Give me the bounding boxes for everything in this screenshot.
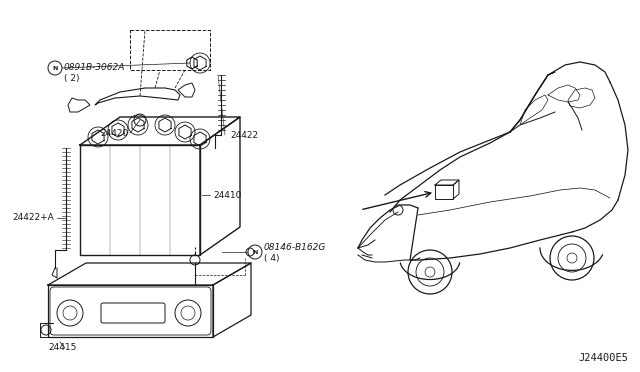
Polygon shape xyxy=(95,88,180,105)
Text: 0891B-3062A: 0891B-3062A xyxy=(64,64,125,73)
Polygon shape xyxy=(178,83,195,97)
Polygon shape xyxy=(68,98,90,112)
Text: N: N xyxy=(252,250,258,254)
Bar xyxy=(80,145,200,255)
Text: 24422+A: 24422+A xyxy=(12,214,54,222)
Polygon shape xyxy=(520,95,548,125)
Text: N: N xyxy=(52,65,58,71)
Text: J24400E5: J24400E5 xyxy=(578,353,628,363)
Text: ( 2): ( 2) xyxy=(64,74,79,83)
Text: 24422: 24422 xyxy=(230,131,258,140)
Text: 24420: 24420 xyxy=(100,128,128,138)
Text: 08146-B162G: 08146-B162G xyxy=(264,244,326,253)
Text: 24415: 24415 xyxy=(48,343,76,353)
Polygon shape xyxy=(568,88,595,108)
Bar xyxy=(48,285,213,337)
Bar xyxy=(435,185,453,199)
Text: 24410: 24410 xyxy=(213,190,241,199)
Text: ( 4): ( 4) xyxy=(264,253,280,263)
